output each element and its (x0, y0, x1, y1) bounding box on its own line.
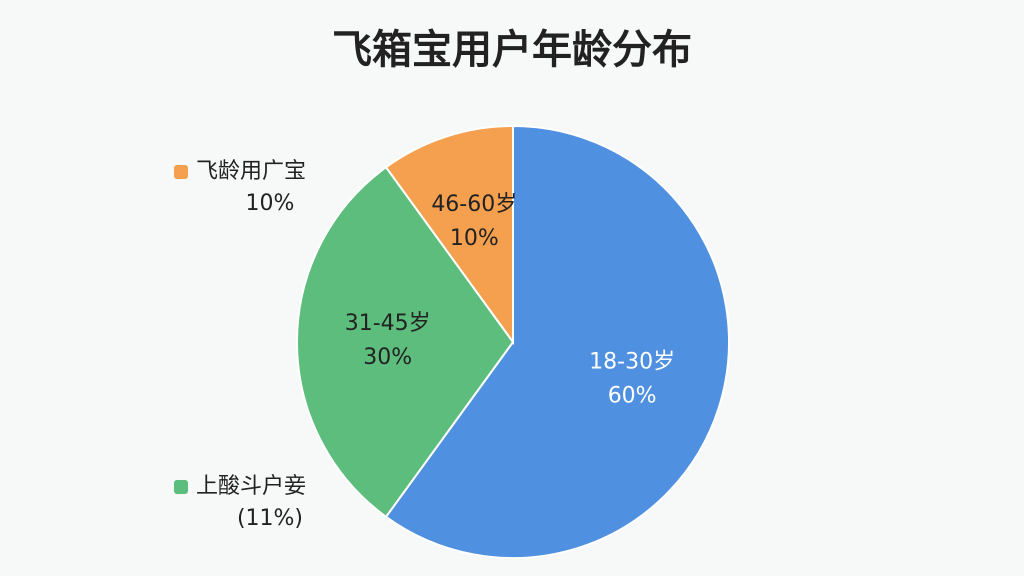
annotation-label: 上酸斗户妾 (196, 474, 306, 499)
slice-value-label: 60% (608, 384, 657, 409)
annotation-note: 10% (246, 191, 295, 216)
slice-category-label: 18-30岁 (589, 350, 675, 375)
annotation-note: (11%) (237, 506, 303, 531)
slice-value-label: 30% (363, 345, 412, 370)
chart-title: 飞箱宝用户年龄分布 (332, 27, 692, 73)
pie-slice (384, 124, 514, 346)
annotation-marker (174, 165, 188, 179)
slice-category-label: 31-45岁 (345, 311, 431, 336)
slice-value-label: 10% (450, 226, 499, 251)
slice-category-label: 46-60岁 (431, 192, 517, 217)
annotation-label: 飞龄用广宝 (196, 159, 306, 184)
pie-slice (295, 165, 515, 519)
pie-slice (384, 124, 730, 559)
annotation-marker (174, 480, 188, 494)
